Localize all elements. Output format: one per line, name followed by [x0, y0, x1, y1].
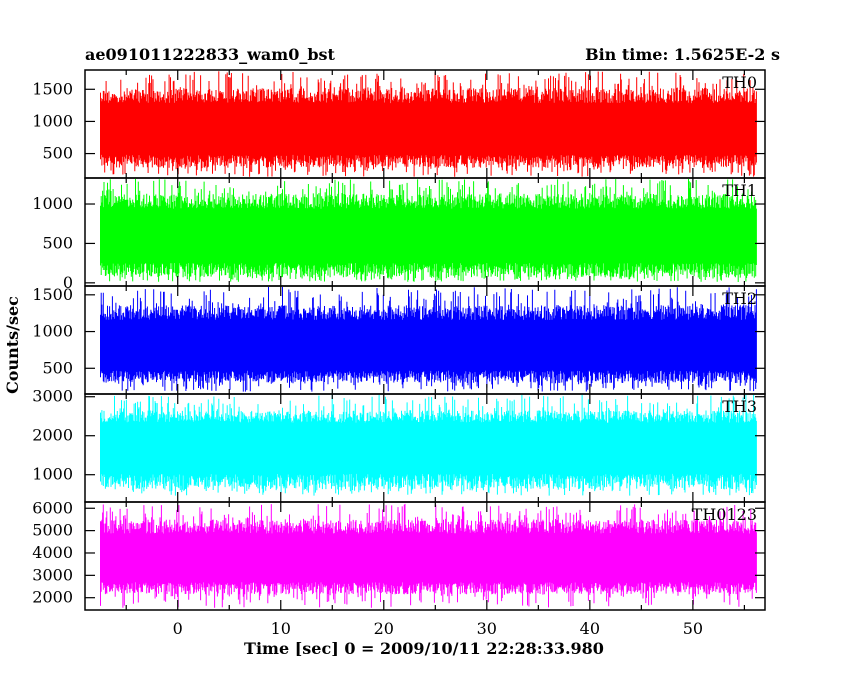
y-tick-label: 3000 — [32, 565, 73, 584]
y-tick-label: 1500 — [32, 79, 73, 98]
y-tick-label: 4000 — [32, 543, 73, 562]
y-tick-label: 6000 — [32, 498, 73, 517]
y-tick-label: 3000 — [32, 387, 73, 406]
y-tick-label: 2000 — [32, 588, 73, 607]
y-tick-label: 5000 — [32, 521, 73, 540]
y-tick-label: 1000 — [32, 322, 73, 341]
series-th3 — [100, 394, 757, 496]
x-tick-label: 0 — [173, 619, 183, 638]
panel-th3: 1000 2000 3000 TH3 — [32, 387, 766, 503]
y-tick-label: 500 — [42, 144, 73, 163]
panel-label: TH3 — [722, 397, 757, 416]
panel-th2: 500 1000 1500 TH2 — [32, 285, 766, 395]
x-axis-label: Time [sec] 0 = 2009/10/11 22:28:33.980 — [244, 639, 604, 658]
panel-label: TH0123 — [692, 505, 757, 524]
panel-th1: 0 500 1000 TH1 — [32, 177, 766, 292]
panel-label: TH0 — [722, 73, 757, 92]
x-tick-label: 30 — [477, 619, 497, 638]
y-tick-label: 1000 — [32, 465, 73, 484]
panel-frame — [84, 501, 766, 611]
y-axis-label: Counts/sec — [3, 296, 22, 394]
y-tick-label: 1000 — [32, 194, 73, 213]
x-tick-label: 50 — [683, 619, 703, 638]
y-tick-label: 500 — [42, 358, 73, 377]
series-th0123 — [100, 503, 757, 608]
y-tick-label: 500 — [42, 233, 73, 252]
y-tick-label: 2000 — [32, 426, 73, 445]
y-tick-label: 1000 — [32, 111, 73, 130]
x-tick-label: 40 — [580, 619, 600, 638]
series-th2 — [100, 287, 757, 392]
bin-time-label: Bin time: 1.5625E-2 s — [585, 45, 780, 64]
x-tick-label: 10 — [271, 619, 291, 638]
panel-label: TH2 — [722, 289, 757, 308]
panel-label: TH1 — [722, 181, 757, 200]
chart-title: ae091011222833_wam0_bst — [85, 45, 336, 64]
y-tick-label: 1500 — [32, 285, 73, 304]
y-tick-label: 0 — [63, 273, 73, 292]
series-th0 — [100, 71, 757, 177]
x-tick-label: 20 — [374, 619, 394, 638]
panel-th0123: 2000 3000 4000 5000 6000 TH0123 — [32, 498, 766, 611]
series-th1 — [100, 178, 757, 282]
panel-th0: 500 1000 1500 TH0 — [32, 69, 766, 179]
